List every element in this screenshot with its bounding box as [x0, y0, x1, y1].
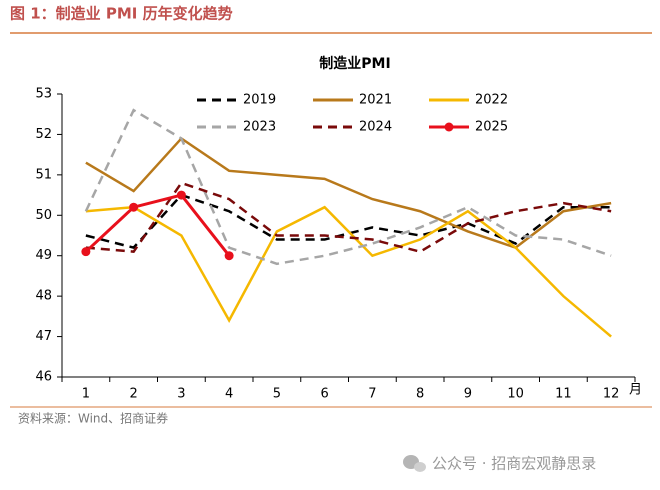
x-tick-label: 9 [464, 387, 472, 402]
series-line [85, 136, 612, 250]
x-tick-label: 1 [82, 387, 90, 402]
legend-label: 2019 [243, 93, 276, 108]
y-tick-label: 50 [35, 208, 52, 223]
legend-label: 2023 [243, 120, 276, 135]
x-tick-label: 2 [129, 387, 137, 402]
x-tick-label: 8 [416, 387, 424, 402]
watermark: 公众号 · 招商宏观静思录 [432, 455, 596, 473]
y-tick-label: 48 [35, 289, 52, 304]
x-tick-label: 12 [603, 387, 620, 402]
legend-marker [444, 122, 454, 132]
y-tick-label: 52 [35, 127, 52, 142]
legend-label: 2024 [359, 120, 392, 135]
figure-header: 图 1：制造业 PMI 历年变化趋势 [10, 5, 233, 23]
y-tick-label: 46 [35, 370, 52, 385]
watermark-icon [403, 455, 426, 472]
series-line [85, 181, 612, 254]
series-line [85, 193, 612, 250]
legend-label: 2025 [475, 120, 508, 135]
series-marker [224, 251, 234, 261]
x-tick-label: 5 [273, 387, 281, 402]
series-marker [129, 202, 139, 212]
x-tick-label: 11 [555, 387, 572, 402]
legend-label: 2021 [359, 93, 392, 108]
y-tick-label: 49 [35, 248, 52, 263]
series-marker [81, 247, 91, 257]
series-line [85, 205, 612, 338]
y-tick-label: 53 [35, 87, 52, 102]
series-marker [176, 190, 186, 200]
series-line [84, 193, 231, 257]
x-tick-label: 3 [177, 387, 185, 402]
y-tick-label: 47 [35, 329, 52, 344]
chart-title: 制造业PMI [319, 55, 390, 72]
x-tick-label: 4 [225, 387, 233, 402]
series-line [84, 108, 612, 266]
x-tick-label: 6 [320, 387, 328, 402]
x-tick-label: 7 [368, 387, 376, 402]
x-axis-label: 月 [629, 383, 642, 398]
source-note: 资料来源：Wind、招商证券 [18, 411, 168, 426]
y-tick-label: 51 [35, 167, 52, 182]
x-tick-label: 10 [507, 387, 524, 402]
legend-label: 2022 [475, 93, 508, 108]
